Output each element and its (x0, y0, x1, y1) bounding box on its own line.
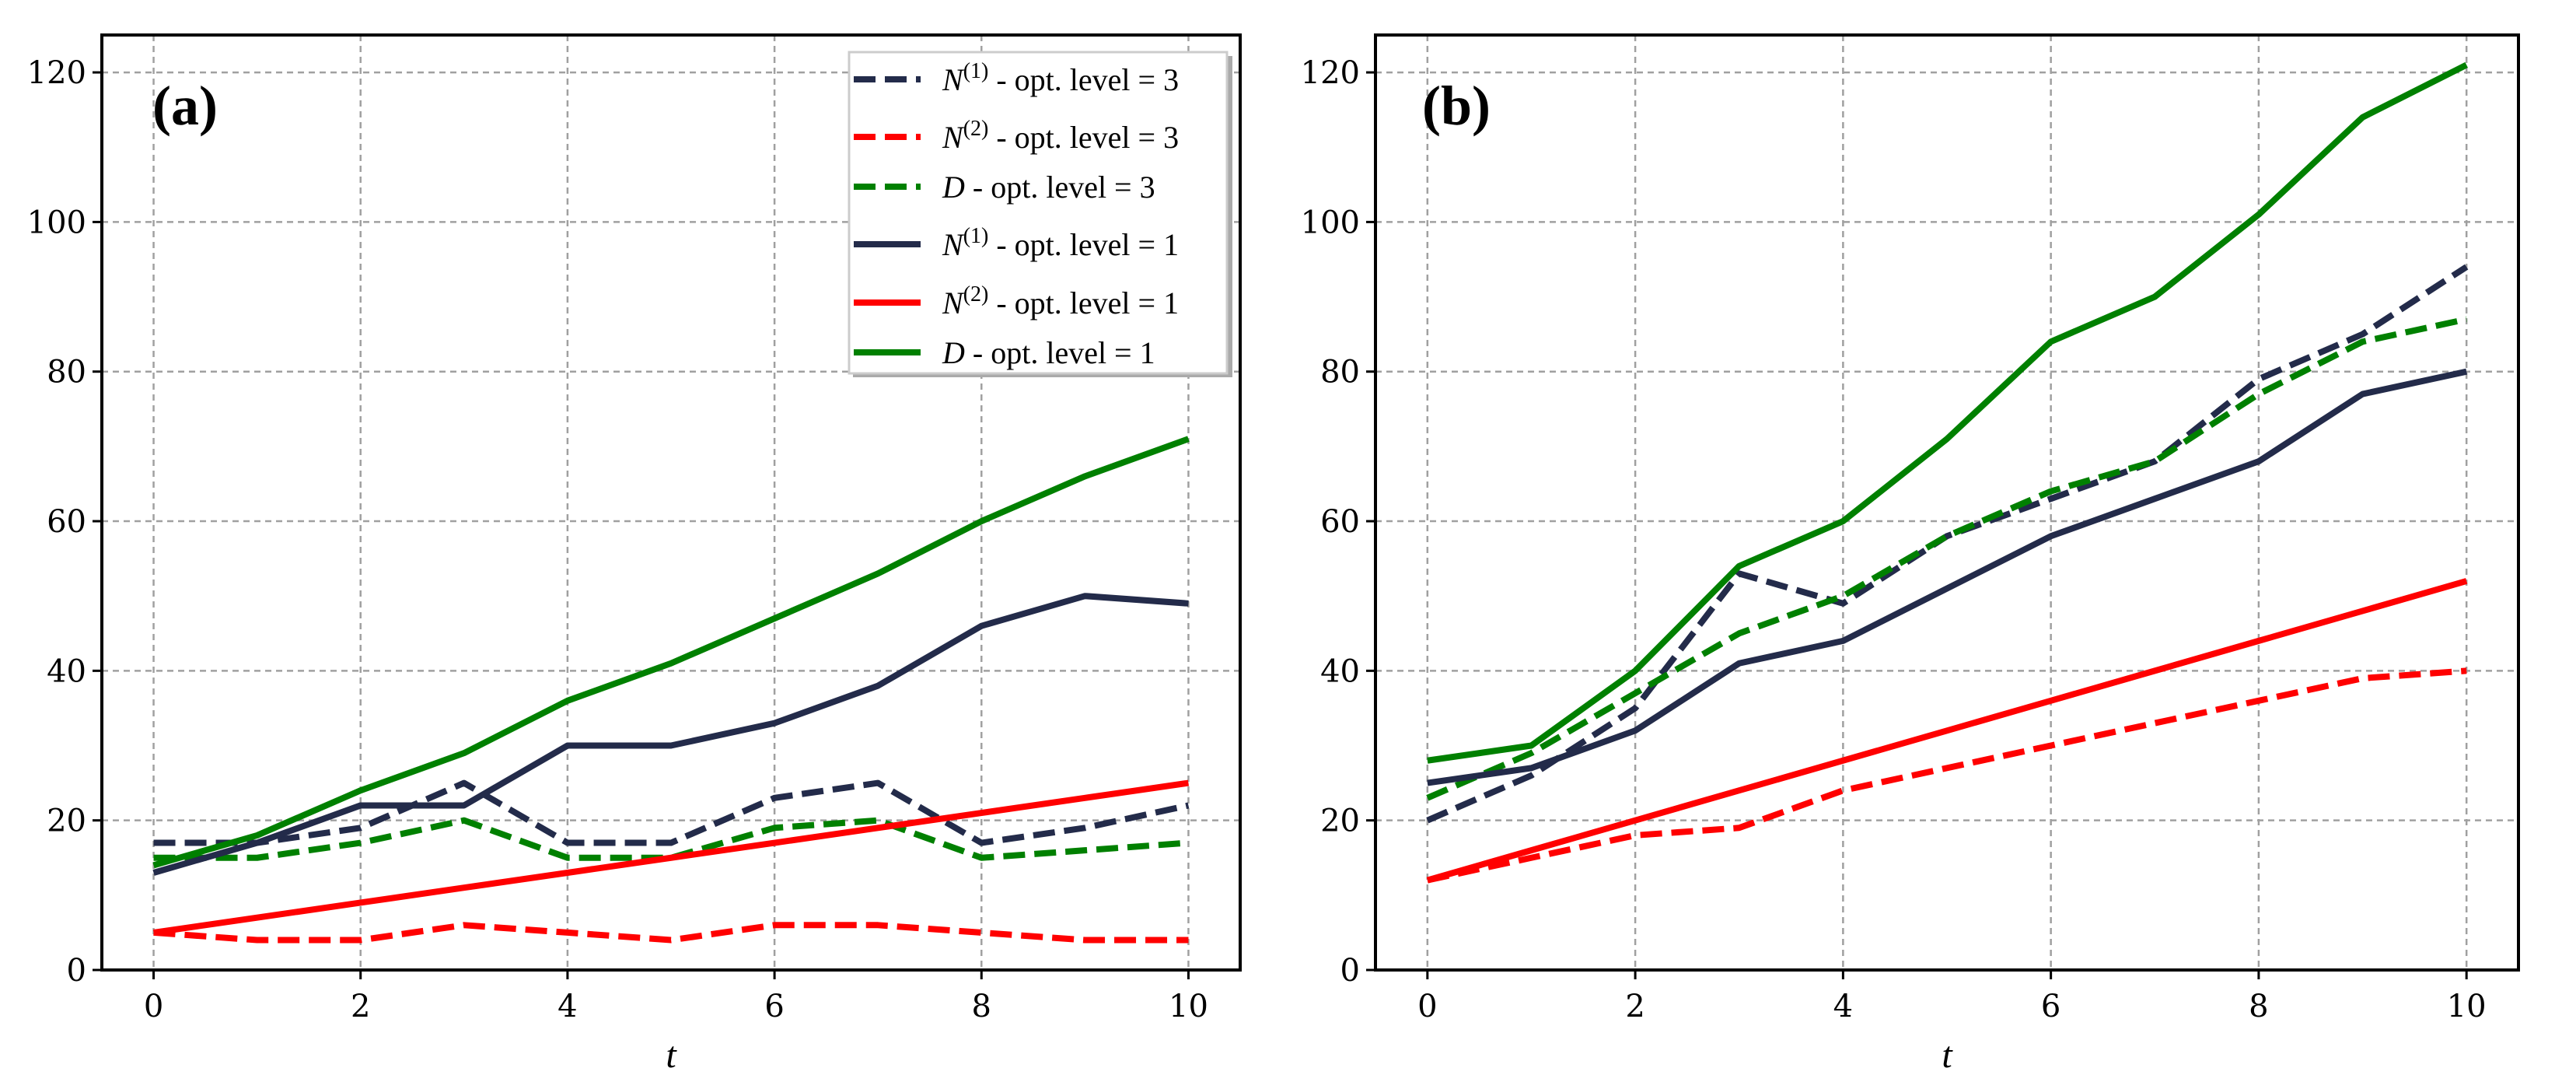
legend-label: N(2) - opt. level = 1 (942, 282, 1179, 320)
legend-text: - opt. level = 3 (988, 120, 1179, 155)
legend: N(1) - opt. level = 3N(2) - opt. level =… (848, 51, 1232, 377)
x-tick-label: 10 (2447, 989, 2487, 1024)
legend-superscript: (2) (963, 117, 989, 141)
series-line-3 (1426, 316, 2468, 801)
x-tick-label: 10 (1169, 989, 1208, 1024)
legend-text: - opt. level = 3 (965, 170, 1155, 205)
series-line-2 (153, 922, 1189, 944)
y-tick-label: 40 (47, 653, 86, 689)
series-line-2 (1426, 667, 2467, 884)
y-tick-label: 20 (1320, 804, 1360, 839)
x-tick-label: 0 (144, 989, 163, 1024)
y-tick-label: 60 (1320, 504, 1360, 540)
x-tick-label: 6 (764, 989, 784, 1024)
axes-frame (1374, 33, 2520, 972)
y-tick-label: 100 (1301, 205, 1360, 240)
y-tick-label: 60 (47, 504, 86, 540)
x-axis-label: t (666, 1035, 677, 1076)
series-line-3 (153, 817, 1189, 861)
y-tick-label: 0 (1340, 953, 1360, 989)
legend-text: - opt. level = 3 (988, 62, 1179, 97)
y-tick-label: 20 (47, 804, 86, 839)
legend-text: - opt. level = 1 (988, 285, 1179, 320)
x-tick-label: 4 (557, 989, 577, 1024)
legend-label: N(2) - opt. level = 3 (942, 117, 1179, 155)
series-line-4 (1427, 368, 2468, 786)
series-line-6 (152, 436, 1190, 869)
legend-superscript: (1) (963, 59, 989, 83)
series-line-6 (1427, 61, 2468, 764)
x-tick-label: 6 (2041, 989, 2060, 1024)
legend-label: D - opt. level = 1 (942, 335, 1155, 370)
x-tick-label: 2 (1625, 989, 1645, 1024)
legend-symbol: N (942, 285, 965, 320)
legend-symbol: N (942, 62, 965, 97)
legend-superscript: (2) (963, 282, 989, 306)
y-tick-label: 40 (1320, 653, 1360, 689)
legend-label: D - opt. level = 3 (942, 170, 1155, 205)
series-line-1 (1426, 264, 2469, 824)
legend-symbol: N (942, 120, 965, 155)
x-tick-label: 8 (972, 989, 991, 1024)
legend-text: - opt. level = 1 (965, 335, 1155, 370)
x-tick-label: 8 (2249, 989, 2268, 1024)
legend-superscript: (1) (963, 224, 989, 248)
y-tick-label: 80 (1320, 355, 1360, 390)
y-tick-label: 120 (27, 55, 86, 91)
legend-symbol: D (942, 335, 965, 370)
y-tick-label: 0 (67, 953, 86, 989)
x-tick-label: 0 (1417, 989, 1437, 1024)
y-tick-label: 100 (27, 205, 86, 240)
legend-symbol: D (942, 170, 965, 205)
legend-text: - opt. level = 1 (988, 227, 1179, 262)
panel-label: (a) (152, 75, 218, 137)
x-tick-label: 4 (1833, 989, 1853, 1024)
legend-symbol: N (942, 227, 965, 262)
panel-label: (b) (1422, 75, 1491, 137)
y-tick-label: 120 (1301, 55, 1360, 91)
series-line-1 (153, 779, 1190, 846)
series-line-5 (152, 779, 1190, 936)
x-tick-label: 2 (351, 989, 370, 1024)
legend-box (848, 51, 1229, 375)
series-line-4 (152, 593, 1189, 876)
axes-frame (100, 33, 1242, 972)
y-tick-label: 80 (47, 355, 86, 390)
series-line-5 (1426, 578, 2468, 884)
legend-label: N(1) - opt. level = 3 (942, 59, 1179, 97)
legend-label: N(1) - opt. level = 1 (942, 224, 1179, 262)
x-axis-label: t (1942, 1035, 1953, 1076)
